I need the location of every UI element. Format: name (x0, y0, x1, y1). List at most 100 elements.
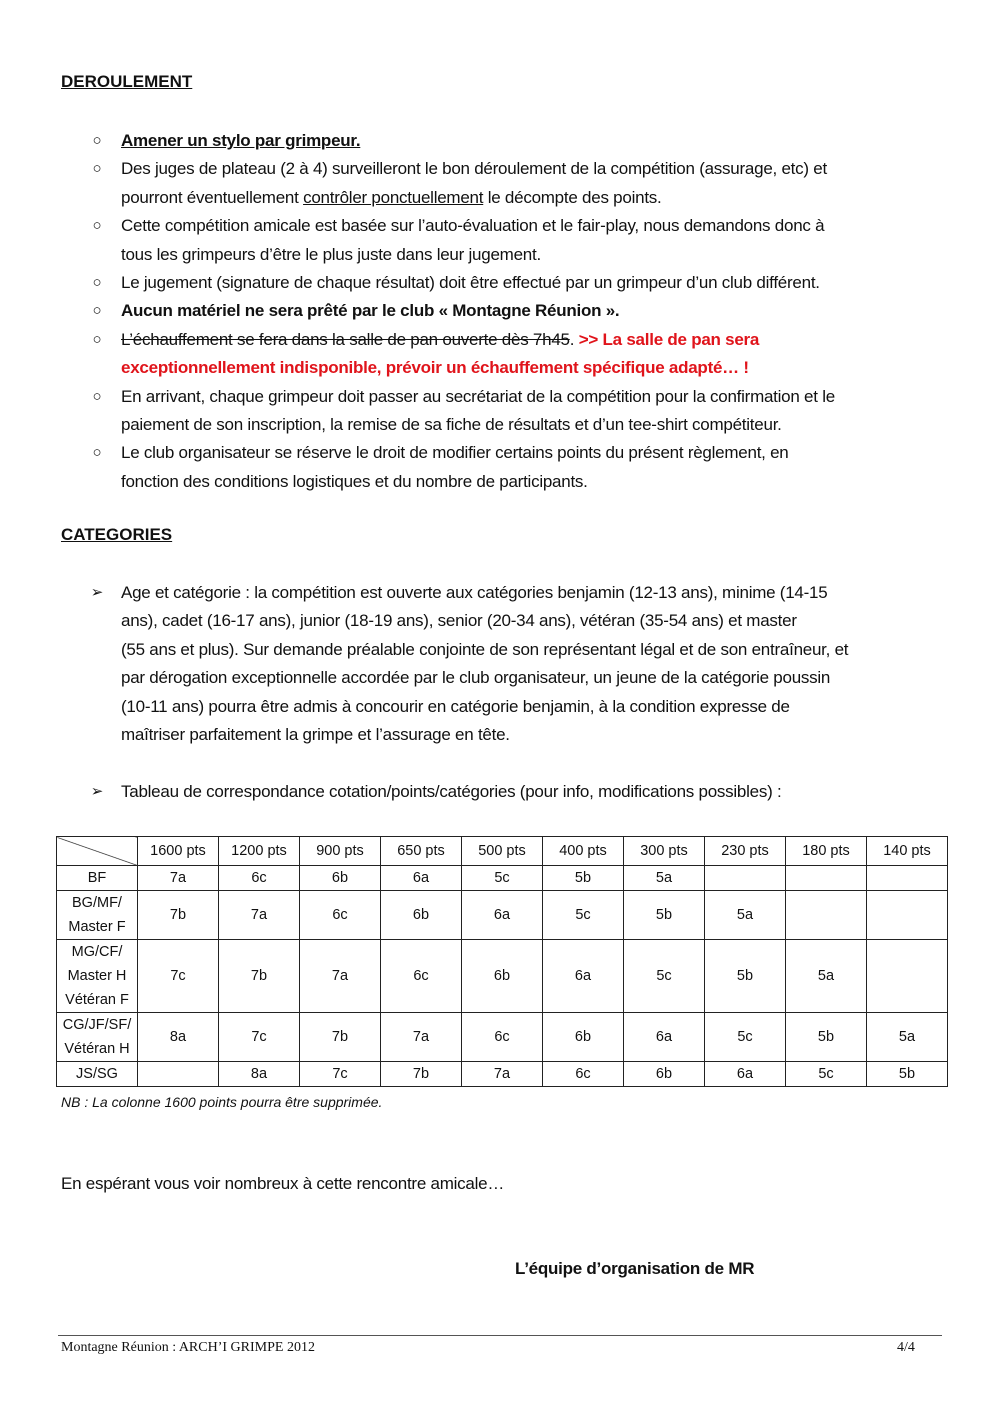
text-segment: . (569, 329, 579, 349)
table-cell: 7a (137, 865, 219, 891)
footer-divider (58, 1335, 942, 1336)
table-cell: 6b (542, 1012, 624, 1062)
table-cell: 5b (623, 890, 705, 940)
row-label-line: Master F (68, 919, 126, 935)
table-cell: 7c (137, 939, 219, 1013)
text-segment: L’échauffement se fera dans la salle de … (121, 329, 570, 349)
row-label-line: MG/CF/ (71, 944, 123, 960)
text-segment: Aucun matériel ne sera prêté par le club… (121, 301, 620, 321)
table-cell: 6c (218, 865, 300, 891)
table-cell: 6a (461, 890, 543, 940)
table-cell: 6c (542, 1061, 624, 1087)
arrow-bullet-icon: ➢ (90, 782, 104, 800)
section-heading-categories: CATEGORIES (61, 525, 173, 544)
list-item: ○ Amener un stylo par grimpeur. (90, 127, 970, 155)
text-line: Cette compétition amicale est basée sur … (121, 212, 970, 240)
table-cell: 6b (461, 939, 543, 1013)
text-line: fonction des conditions logistiques et d… (121, 468, 970, 496)
text-line: pourront éventuellement contrôler ponctu… (121, 184, 970, 212)
text-segment: paiement de son inscription, la remise d… (121, 415, 782, 435)
table-row-label: JS/SG (56, 1061, 138, 1087)
list-item: ○ Cette compétition amicale est basée sur… (90, 212, 970, 269)
list-item: ○ Aucun matériel ne sera prêté par le clu… (90, 297, 970, 325)
footer-title: Montagne Réunion : ARCH’I GRIMPE 2012 (61, 1340, 315, 1355)
circle-bullet-icon: ○ (92, 444, 102, 462)
table-cell: 6c (461, 1012, 543, 1062)
table-cell: 7a (380, 1012, 462, 1062)
text-line: Tableau de correspondance cotation/point… (121, 778, 970, 806)
row-label-line: JS/SG (76, 1066, 118, 1082)
table-cell: 7b (218, 939, 300, 1013)
table-cell: 6a (542, 939, 624, 1013)
text-line: par dérogation exceptionnelle accordée p… (121, 664, 970, 692)
text-segment: contrôler ponctuellement (303, 187, 484, 207)
section-heading-deroulement: DEROULEMENT (61, 72, 193, 91)
list-item: ○ L’échauffement se fera dans la salle de… (90, 326, 970, 383)
text-segment: Age et catégorie : la compétition est ou… (121, 583, 828, 602)
table-header-row: 1600 pts 1200 pts 900 pts 650 pts 500 pts 400… (56, 836, 948, 866)
table-cell (704, 865, 786, 891)
text-segment: maîtriser parfaitement la grimpe et l’as… (121, 725, 510, 745)
text-segment: Le club organisateur se réserve le droit… (121, 443, 789, 463)
table-cell (785, 890, 867, 940)
text-line: Le club organisateur se réserve le droit… (121, 439, 970, 467)
text-segment: pourront éventuellement (121, 187, 304, 207)
list-item: ○ Des juges de plateau (2 à 4) surveiller… (90, 155, 970, 212)
text-segment: Tableau de correspondance cotation/point… (121, 781, 782, 801)
text-line: paiement de son inscription, la remise d… (121, 411, 970, 439)
text-line: exceptionnellement indisponible, prévoir… (121, 354, 970, 382)
table-header-cell: 230 pts (704, 836, 786, 866)
table-header-cell: 300 pts (623, 836, 705, 866)
text-segment: (55 ans et plus). Sur demande préalable … (121, 639, 849, 659)
circle-bullet-icon: ○ (92, 160, 102, 178)
table-row-label: BG/MF/Master F (56, 890, 138, 940)
text-segment: exceptionnellement indisponible, prévoir… (121, 358, 749, 378)
table-cell: 5c (461, 865, 543, 891)
table-cell: 7a (461, 1061, 543, 1087)
arrow-bullet-icon: ➢ (90, 584, 104, 601)
table-header-cell: 140 pts (866, 836, 948, 866)
table-cell: 6c (380, 939, 462, 1013)
table-header-cell: 1600 pts (137, 836, 219, 866)
table-cell: 6c (299, 890, 381, 940)
table-cell: 7c (218, 1012, 300, 1062)
table-row: CG/JF/SF/Vétéran H 8a 7c 7b 7a 6c 6b 6a 5c 5b 5a (56, 1012, 948, 1062)
grade-points-table: 1600 pts 1200 pts 900 pts 650 pts 500 pts 400… (56, 836, 948, 1087)
text-line: Aucun matériel ne sera prêté par le club… (121, 297, 970, 325)
row-label-line: CG/JF/SF/ (62, 1017, 132, 1033)
text-line: Amener un stylo par grimpeur. (121, 127, 970, 155)
table-row-label: MG/CF/Master H Vétéran F (56, 939, 138, 1013)
table-cell (866, 890, 948, 940)
signature: L’équipe d’organisation de MR (515, 1259, 755, 1278)
list-item: ➢ Tableau de correspondance cotation/poin… (90, 778, 970, 806)
categories-list: ➢ Age et catégorie : la compétition est o… (90, 579, 970, 806)
text-segment: le décompte des points. (483, 187, 662, 207)
table-cell: 6b (623, 1061, 705, 1087)
table-cell (137, 1061, 219, 1087)
list-item: ○ En arrivant, chaque grimpeur doit passe… (90, 383, 970, 440)
row-label-line: BG/MF/ (72, 895, 122, 911)
text-segment: Le jugement (signature de chaque résulta… (121, 273, 820, 293)
table-cell: 6a (623, 1012, 705, 1062)
circle-bullet-icon: ○ (92, 217, 102, 235)
table-cell: 8a (218, 1061, 300, 1087)
circle-bullet-icon: ○ (92, 387, 102, 405)
table-corner-cell (56, 836, 138, 866)
table-cell (866, 865, 948, 891)
text-segment: (10-11 ans) pourra être admis à concouri… (121, 696, 790, 716)
table-cell: 6a (704, 1061, 786, 1087)
table-cell: 7b (380, 1061, 462, 1087)
table-cell: 5a (866, 1012, 948, 1062)
table-header-cell: 500 pts (461, 836, 543, 866)
text-segment: fonction des conditions logistiques et d… (121, 471, 588, 491)
circle-bullet-icon: ○ (92, 274, 102, 292)
text-segment: Des juges de plateau (2 à 4) surveillero… (121, 159, 827, 179)
table-header-cell: 180 pts (785, 836, 867, 866)
table-cell (785, 865, 867, 891)
table-row-label: BF (56, 865, 138, 891)
table-cell: 7b (299, 1012, 381, 1062)
table-cell: 5b (785, 1012, 867, 1062)
circle-bullet-icon: ○ (92, 330, 102, 348)
table-row: BF 7a 6c 6b 6a 5c 5b 5a (56, 865, 948, 891)
row-label-line: Vétéran H (64, 1041, 130, 1057)
